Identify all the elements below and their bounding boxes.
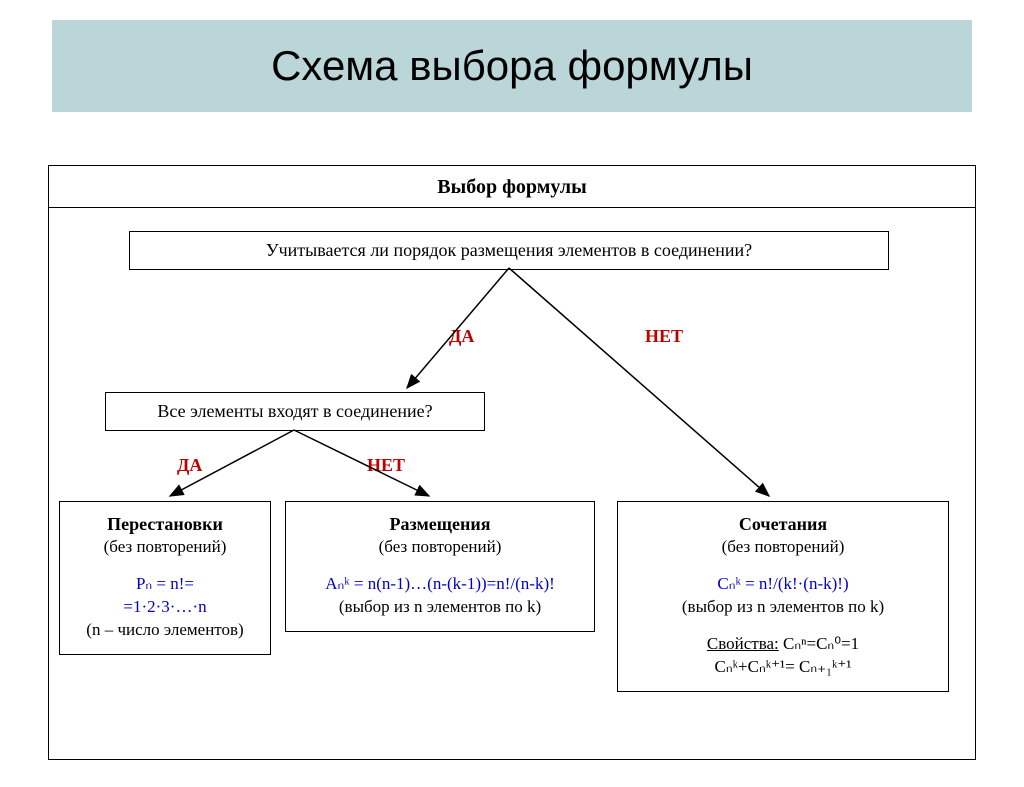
edge-label-q2-yes: ДА bbox=[177, 455, 202, 476]
result-combinations: Сочетания (без повторений) Cₙᵏ = n!/(k!·… bbox=[617, 501, 949, 692]
result-arrangements: Размещения (без повторений) Aₙᵏ = n(n-1)… bbox=[285, 501, 595, 632]
formula-line: Pₙ = n!= bbox=[68, 573, 262, 596]
properties-line: Cₙⁿ=Cₙ⁰=1 bbox=[779, 634, 859, 653]
formula-note: (выбор из n элементов по k) bbox=[626, 596, 940, 619]
edge-label-q1-yes: ДА bbox=[449, 326, 474, 347]
flow-header: Выбор формулы bbox=[49, 166, 975, 208]
result-title: Перестановки bbox=[68, 512, 262, 536]
formula-note: (n – число элементов) bbox=[68, 619, 262, 642]
formula-line: Aₙᵏ = n(n-1)…(n-(k-1))=n!/(n-k)! bbox=[294, 573, 586, 596]
flowchart-container: Выбор формулы Учитывается ли порядок раз… bbox=[48, 165, 976, 760]
edge-label-q1-no: НЕТ bbox=[645, 326, 683, 347]
formula-note: (выбор из n элементов по k) bbox=[294, 596, 586, 619]
result-sub: (без повторений) bbox=[294, 536, 586, 559]
formula-line: Cₙᵏ = n!/(k!·(n-k)!) bbox=[626, 573, 940, 596]
properties-line: Cₙᵏ+Cₙᵏ⁺¹= Cₙ₊₁ᵏ⁺¹ bbox=[626, 656, 940, 679]
formula-line: =1·2·3·…·n bbox=[68, 596, 262, 619]
edge-label-q2-no: НЕТ bbox=[367, 455, 405, 476]
question-2: Все элементы входят в соединение? bbox=[105, 392, 485, 431]
properties-label: Свойства: bbox=[707, 634, 779, 653]
result-sub: (без повторений) bbox=[68, 536, 262, 559]
page-title: Схема выбора формулы bbox=[52, 20, 972, 112]
result-title: Сочетания bbox=[626, 512, 940, 536]
result-title: Размещения bbox=[294, 512, 586, 536]
result-permutations: Перестановки (без повторений) Pₙ = n!= =… bbox=[59, 501, 271, 655]
properties-block: Свойства: Cₙⁿ=Cₙ⁰=1 bbox=[626, 633, 940, 656]
question-1: Учитывается ли порядок размещения элемен… bbox=[129, 231, 889, 270]
result-sub: (без повторений) bbox=[626, 536, 940, 559]
